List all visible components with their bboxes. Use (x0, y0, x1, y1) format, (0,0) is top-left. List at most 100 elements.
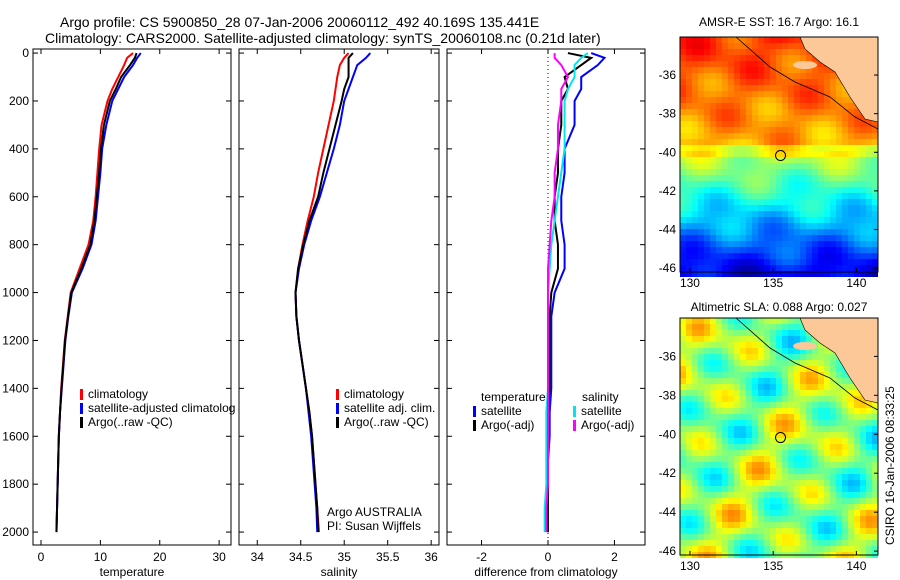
map-cell (698, 181, 704, 187)
map-cell (758, 408, 764, 414)
map-cell (692, 85, 698, 91)
map-cell (764, 127, 770, 133)
map-cell (686, 37, 692, 43)
map-cell (710, 474, 716, 480)
map-cell (860, 151, 866, 157)
map-cell (722, 235, 728, 241)
map-cell (692, 510, 698, 516)
map-cell (812, 438, 818, 444)
map-cell (776, 121, 782, 127)
map-cell (794, 127, 800, 133)
map-cell (788, 420, 794, 426)
map-cell (842, 408, 848, 414)
map-cell (716, 253, 722, 259)
map-cell (782, 492, 788, 498)
map-cell (860, 211, 866, 217)
map-cell (794, 390, 800, 396)
map-cell (854, 450, 860, 456)
map-cell (752, 133, 758, 139)
map-cell (770, 247, 776, 253)
map-cell (746, 229, 752, 235)
map-cell (746, 181, 752, 187)
map-cell (770, 121, 776, 127)
map-cell (686, 396, 692, 402)
map-cell (776, 181, 782, 187)
map-cell (854, 510, 860, 516)
map-cell (686, 438, 692, 444)
map-cell (740, 181, 746, 187)
map-cell (692, 235, 698, 241)
map-cell (740, 468, 746, 474)
map-cell (710, 247, 716, 253)
map-cell (818, 348, 824, 354)
map-cell (860, 432, 866, 438)
map-cell (686, 247, 692, 253)
map-cell (758, 438, 764, 444)
map-cell (734, 223, 740, 229)
map-cell (752, 468, 758, 474)
map-cell (728, 456, 734, 462)
map-cell (680, 199, 686, 205)
map-cell (788, 390, 794, 396)
map-cell (788, 37, 794, 43)
map-cell (836, 121, 842, 127)
map-cell (758, 103, 764, 109)
map-cell (824, 354, 830, 360)
map-cell (752, 97, 758, 103)
map-cell (710, 420, 716, 426)
map-cell (866, 522, 872, 528)
map-cell (680, 366, 686, 372)
map-cell (806, 121, 812, 127)
map-cell (698, 67, 704, 73)
map-cell (740, 330, 746, 336)
map-cell (704, 217, 710, 223)
map-cell (854, 444, 860, 450)
map-cell (680, 438, 686, 444)
map-cell (782, 402, 788, 408)
map-cell (818, 271, 824, 277)
map-cell (746, 390, 752, 396)
map-cell (848, 163, 854, 169)
series-line-argo-raw-qc- (55, 52, 138, 533)
map-cell (842, 157, 848, 163)
map-cell (776, 151, 782, 157)
map-cell (782, 103, 788, 109)
map-cell (770, 175, 776, 181)
map-cell (728, 402, 734, 408)
series-line-satellite-adj-clim- (294, 52, 372, 533)
map-cell (800, 115, 806, 121)
map-cell (764, 49, 770, 55)
map-cell (698, 474, 704, 480)
map-cell (752, 462, 758, 468)
map-cell (788, 235, 794, 241)
map-cell (860, 456, 866, 462)
map-cell (746, 121, 752, 127)
map-cell (800, 498, 806, 504)
map-cell (746, 67, 752, 73)
map-cell (698, 151, 704, 157)
map-cell (806, 235, 812, 241)
map-cell (680, 432, 686, 438)
map-cell (692, 193, 698, 199)
map-cell (686, 127, 692, 133)
map-cell (872, 139, 878, 145)
map-cell (746, 145, 752, 151)
map-cell (812, 151, 818, 157)
map-cell (734, 420, 740, 426)
map-cell (848, 259, 854, 265)
map-cell (824, 498, 830, 504)
map-cell (806, 378, 812, 384)
map-cell (704, 372, 710, 378)
y-tick-label: -36 (659, 68, 677, 82)
legend-label: satellite adj. clim. (344, 401, 435, 415)
map-cell (800, 522, 806, 528)
map-cell (686, 229, 692, 235)
map-cell (860, 414, 866, 420)
map-cell (704, 61, 710, 67)
map-cell (728, 37, 734, 43)
map-cell (680, 133, 686, 139)
map-cell (788, 199, 794, 205)
map-cell (752, 456, 758, 462)
map-cell (794, 438, 800, 444)
map-cell (734, 199, 740, 205)
